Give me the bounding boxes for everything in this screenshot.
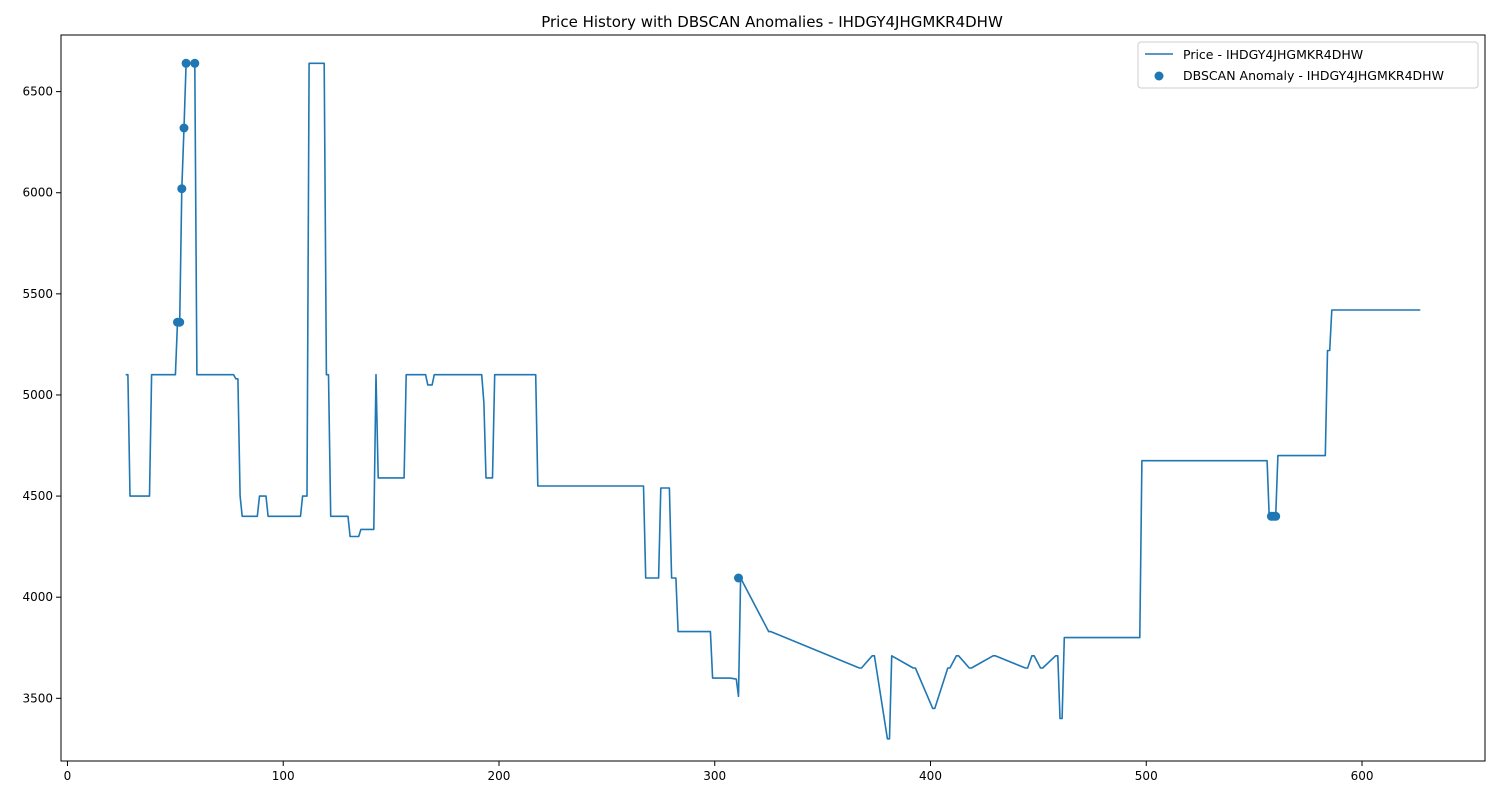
plot-area: [125, 58, 1421, 740]
x-tick-label: 400: [919, 769, 942, 783]
anomaly-point: [179, 123, 189, 133]
anomaly-point: [175, 317, 185, 327]
price-line: [125, 62, 1421, 740]
chart-title: Price History with DBSCAN Anomalies - IH…: [541, 13, 1003, 31]
anomaly-point: [181, 58, 191, 68]
legend: Price - IHDGY4JHGMKR4DHW DBSCAN Anomaly -…: [1137, 41, 1479, 89]
x-tick-label: 100: [272, 769, 295, 783]
x-tick-label: 300: [703, 769, 726, 783]
anomaly-point: [190, 58, 200, 68]
axes: 0 100 200 300 400 500 600 3500 4000 4500 5000 5500 6…: [22, 85, 1373, 783]
y-tick-label: 6500: [22, 85, 53, 99]
anomaly-point: [1271, 511, 1281, 521]
y-tick-label: 6000: [22, 186, 53, 200]
anomaly-point: [177, 184, 187, 194]
plot-frame: [60, 34, 1486, 762]
x-tick-label: 200: [488, 769, 511, 783]
y-tick-label: 5000: [22, 388, 53, 402]
y-tick-label: 5500: [22, 287, 53, 301]
legend-label-anomaly: DBSCAN Anomaly - IHDGY4JHGMKR4DHW: [1183, 68, 1444, 83]
y-tick-label: 3500: [22, 691, 53, 705]
legend-marker-swatch: [1154, 71, 1164, 81]
y-tick-label: 4000: [22, 590, 53, 604]
legend-box: [1137, 41, 1479, 89]
y-tick-label: 4500: [22, 489, 53, 503]
legend-label-price: Price - IHDGY4JHGMKR4DHW: [1183, 47, 1363, 62]
x-tick-label: 0: [64, 769, 72, 783]
x-tick-label: 600: [1351, 769, 1374, 783]
x-tick-label: 500: [1135, 769, 1158, 783]
anomaly-point: [734, 573, 743, 583]
